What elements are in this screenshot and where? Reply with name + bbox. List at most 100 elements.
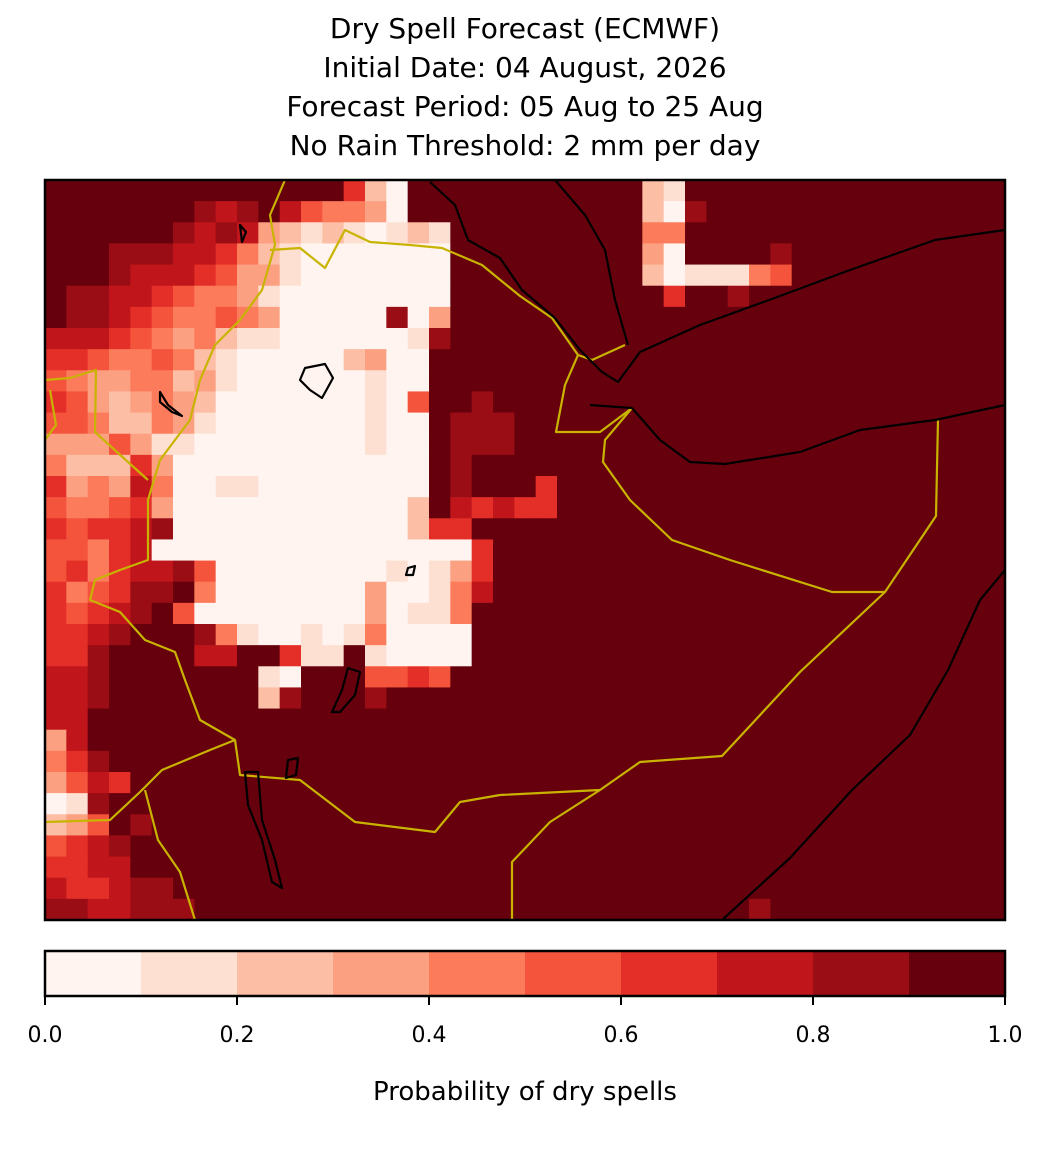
grid-cell: [557, 687, 579, 710]
grid-cell: [109, 772, 131, 794]
grid-cell: [941, 793, 963, 815]
grid-cell: [194, 391, 217, 414]
grid-cell: [685, 729, 707, 752]
grid-cell: [130, 666, 153, 689]
grid-cell: [450, 180, 473, 202]
colorbar-bin: [333, 951, 429, 996]
grid-cell: [685, 856, 707, 879]
grid-cell: [151, 877, 174, 900]
grid-cell: [301, 750, 323, 773]
grid-cell: [66, 729, 89, 752]
grid-cell: [962, 793, 985, 815]
grid-cell: [663, 687, 686, 710]
grid-cell: [983, 666, 1006, 689]
grid-cell: [87, 201, 110, 223]
grid-cell: [493, 602, 515, 625]
grid-cell: [365, 222, 387, 245]
grid-cell: [535, 454, 558, 477]
grid-cell: [194, 624, 217, 646]
grid-cell: [130, 180, 153, 202]
grid-cell: [685, 201, 707, 223]
grid-cell: [194, 898, 217, 921]
grid-cell: [279, 180, 302, 202]
lake: [238, 223, 248, 244]
grid-cell: [770, 687, 793, 710]
grid-cell: [66, 856, 89, 879]
grid-cell: [215, 708, 238, 731]
grid-cell: [813, 412, 835, 435]
grid-cell: [791, 793, 814, 815]
grid-cell: [66, 581, 89, 604]
grid-cell: [770, 729, 793, 752]
grid-cell: [66, 814, 89, 837]
grid-cell: [471, 328, 494, 350]
grid-cell: [450, 814, 473, 837]
grid-cell: [770, 898, 793, 921]
grid-cell: [365, 391, 387, 414]
grid-cell: [919, 433, 942, 456]
grid-cell: [258, 433, 281, 456]
grid-cell: [962, 835, 985, 858]
grid-cell: [706, 433, 729, 456]
grid-cell: [173, 201, 195, 223]
grid-cell: [834, 476, 857, 498]
grid-cell: [834, 222, 857, 245]
grid-cell: [834, 602, 857, 625]
grid-cell: [173, 560, 195, 583]
grid-cell: [471, 391, 494, 414]
grid-cell: [919, 349, 942, 371]
grid-cell: [749, 835, 771, 858]
grid-cell: [450, 898, 473, 921]
grid-cell: [471, 772, 494, 794]
grid-cell: [45, 306, 67, 329]
grid-cell: [578, 264, 601, 287]
grid-cell: [45, 666, 67, 689]
grid-cell: [45, 370, 67, 393]
grid-cell: [791, 666, 814, 689]
grid-cell: [87, 180, 110, 202]
grid-cell: [429, 497, 451, 519]
grid-cell: [322, 750, 345, 773]
grid-cell: [279, 370, 302, 393]
grid-cell: [322, 602, 345, 625]
grid-cell: [514, 750, 537, 773]
grid-cell: [919, 201, 942, 223]
grid-cell: [834, 180, 857, 202]
grid-cell: [621, 666, 643, 689]
grid-cell: [877, 772, 899, 794]
grid-cell: [791, 222, 814, 245]
grid-cell: [429, 624, 451, 646]
grid-cell: [791, 201, 814, 223]
grid-cell: [514, 391, 537, 414]
grid-cell: [258, 666, 281, 689]
grid-cell: [770, 877, 793, 900]
grid-cell: [599, 602, 622, 625]
grid-cell: [194, 772, 217, 794]
grid-cell: [599, 877, 622, 900]
grid-cell: [557, 814, 579, 837]
grid-cell: [770, 180, 793, 202]
grid-cell: [343, 243, 366, 266]
grid-cell: [898, 306, 921, 329]
grid-cell: [535, 729, 558, 752]
grid-cell: [834, 666, 857, 689]
grid-cell: [877, 391, 899, 414]
grid-cell: [237, 708, 259, 731]
border: [88, 179, 940, 834]
grid-cell: [642, 264, 665, 287]
grid-cell: [877, 835, 899, 858]
grid-cell: [621, 328, 643, 350]
grid-cell: [279, 835, 302, 858]
grid-cell: [706, 898, 729, 921]
grid-cell: [791, 750, 814, 773]
grid-cell: [855, 349, 878, 371]
grid-cell: [727, 814, 750, 837]
grid-cell: [983, 328, 1006, 350]
grid-cell: [514, 856, 537, 879]
grid-cell: [87, 687, 110, 710]
grid-cell: [727, 497, 750, 519]
grid-cell: [407, 666, 430, 689]
grid-cell: [493, 877, 515, 900]
grid-cell: [130, 687, 153, 710]
